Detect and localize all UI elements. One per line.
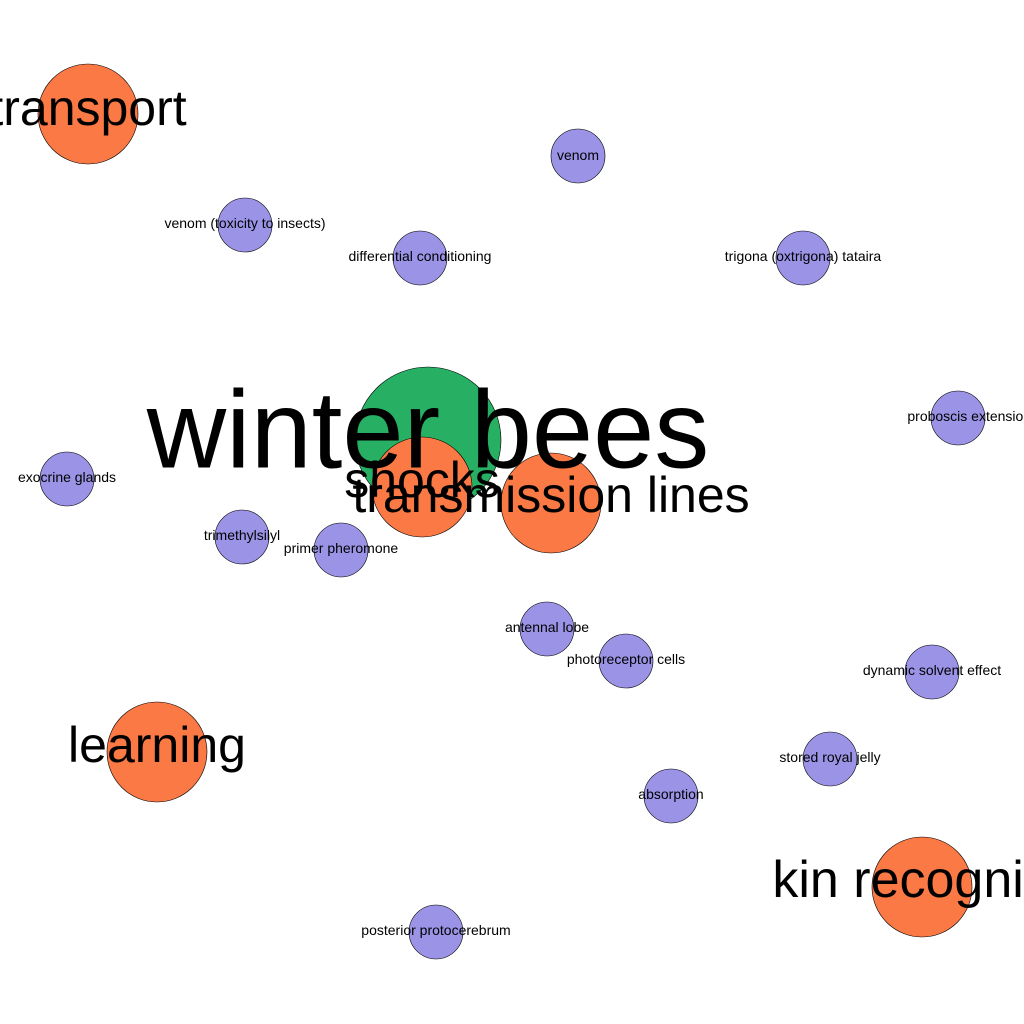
node-circle-shocks (371, 436, 473, 538)
node-label-shocks: shocks (344, 452, 500, 508)
node-circle-dynamic-solvent (904, 644, 960, 700)
node-circle-photoreceptor-cells (598, 633, 654, 689)
node-circle-learning (106, 701, 208, 803)
node-circle-posterior-protocerebrum (408, 904, 464, 960)
node-circle-proboscis (930, 390, 986, 446)
node-label-antennal-lobe: antennal lobe (505, 619, 589, 635)
node-label-primer-pheromone: primer pheromone (284, 540, 399, 556)
node-circle-transmission-lines (500, 452, 602, 554)
node-circle-stored-royal-jelly (802, 731, 858, 787)
node-circle-venom-toxicity (217, 197, 273, 253)
node-label-trimethylsilyl: trimethylsilyl (204, 527, 280, 543)
node-label-proboscis: proboscis extension response (907, 408, 1024, 424)
node-label-venom-toxicity: venom (toxicity to insects) (164, 215, 325, 231)
node-circle-differential-conditioning (392, 230, 448, 286)
node-label-venom: venom (557, 147, 599, 163)
node-circle-antennal-lobe (519, 601, 575, 657)
node-circle-trimethylsilyl (214, 509, 270, 565)
node-label-transport: transport (0, 80, 187, 136)
node-label-winter-bees: winter bees (146, 369, 710, 492)
node-circle-transport (37, 63, 139, 165)
node-circle-exocrine-glands (39, 451, 95, 507)
node-label-learning: learning (68, 717, 246, 773)
node-labels: venom venom (toxicity to insects) differen… (0, 80, 1024, 938)
node-circle-absorption (643, 768, 699, 824)
node-label-transmission-lines: transmission lines (352, 467, 749, 523)
node-label-kin-recognition: kin recognition (772, 851, 1024, 909)
node-label-trigona: trigona (oxtrigona) tataira (725, 248, 882, 264)
node-label-photoreceptor-cells: photoreceptor cells (567, 651, 685, 667)
node-circle-venom (550, 128, 606, 184)
node-circle-kin-recognition (871, 836, 973, 938)
node-circle-trigona (775, 230, 831, 286)
node-circles (37, 63, 986, 960)
node-label-stored-royal-jelly: stored royal jelly (779, 749, 880, 765)
node-label-posterior-protocerebrum: posterior protocerebrum (361, 922, 510, 938)
node-label-absorption: absorption (638, 786, 703, 802)
node-label-differential-conditioning: differential conditioning (349, 248, 492, 264)
node-circle-primer-pheromone (313, 522, 369, 578)
node-label-dynamic-solvent: dynamic solvent effect (863, 662, 1001, 678)
node-label-exocrine-glands: exocrine glands (18, 469, 116, 485)
